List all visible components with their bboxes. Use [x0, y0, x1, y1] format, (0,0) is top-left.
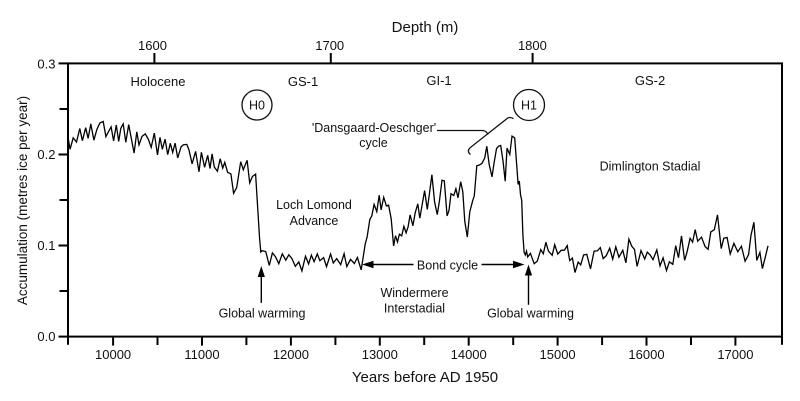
svg-text:H0: H0 — [249, 99, 265, 113]
svg-text:Loch Lomond: Loch Lomond — [276, 198, 352, 212]
svg-text:11000: 11000 — [184, 347, 219, 362]
svg-text:Holocene: Holocene — [131, 74, 186, 89]
svg-text:17000: 17000 — [717, 347, 753, 362]
svg-text:H1: H1 — [521, 99, 537, 113]
svg-text:13000: 13000 — [362, 347, 398, 362]
svg-text:Windermere: Windermere — [380, 286, 448, 300]
svg-text:Dimlington Stadial: Dimlington Stadial — [600, 160, 701, 174]
svg-text:Advance: Advance — [290, 214, 339, 228]
svg-text:16000: 16000 — [628, 347, 664, 362]
svg-text:Global warming: Global warming — [487, 307, 574, 321]
svg-text:Accumulation (metres ice per y: Accumulation (metres ice per year) — [15, 96, 30, 305]
svg-text:Global warming: Global warming — [219, 307, 306, 321]
svg-text:Bond cycle: Bond cycle — [417, 259, 478, 273]
svg-text:0.2: 0.2 — [37, 147, 55, 162]
svg-text:1800: 1800 — [518, 38, 547, 53]
svg-text:Depth (m): Depth (m) — [392, 19, 459, 36]
svg-text:Interstadial: Interstadial — [384, 302, 445, 316]
svg-text:15000: 15000 — [540, 347, 576, 362]
svg-text:1700: 1700 — [315, 38, 344, 53]
svg-text:10000: 10000 — [95, 347, 131, 362]
svg-text:GS-1: GS-1 — [288, 74, 318, 89]
svg-text:12000: 12000 — [273, 347, 309, 362]
svg-text:GI-1: GI-1 — [426, 73, 451, 88]
svg-text:Years before AD 1950: Years before AD 1950 — [352, 369, 498, 386]
svg-text:14000: 14000 — [451, 347, 487, 362]
svg-text:0.3: 0.3 — [37, 56, 55, 71]
svg-text:cycle: cycle — [359, 136, 388, 150]
svg-text:0.1: 0.1 — [37, 238, 55, 253]
svg-text:1600: 1600 — [138, 38, 167, 53]
svg-text:'Dansgaard-Oeschger': 'Dansgaard-Oeschger' — [312, 121, 436, 135]
svg-text:0.0: 0.0 — [37, 329, 55, 344]
svg-text:GS-2: GS-2 — [635, 73, 665, 88]
